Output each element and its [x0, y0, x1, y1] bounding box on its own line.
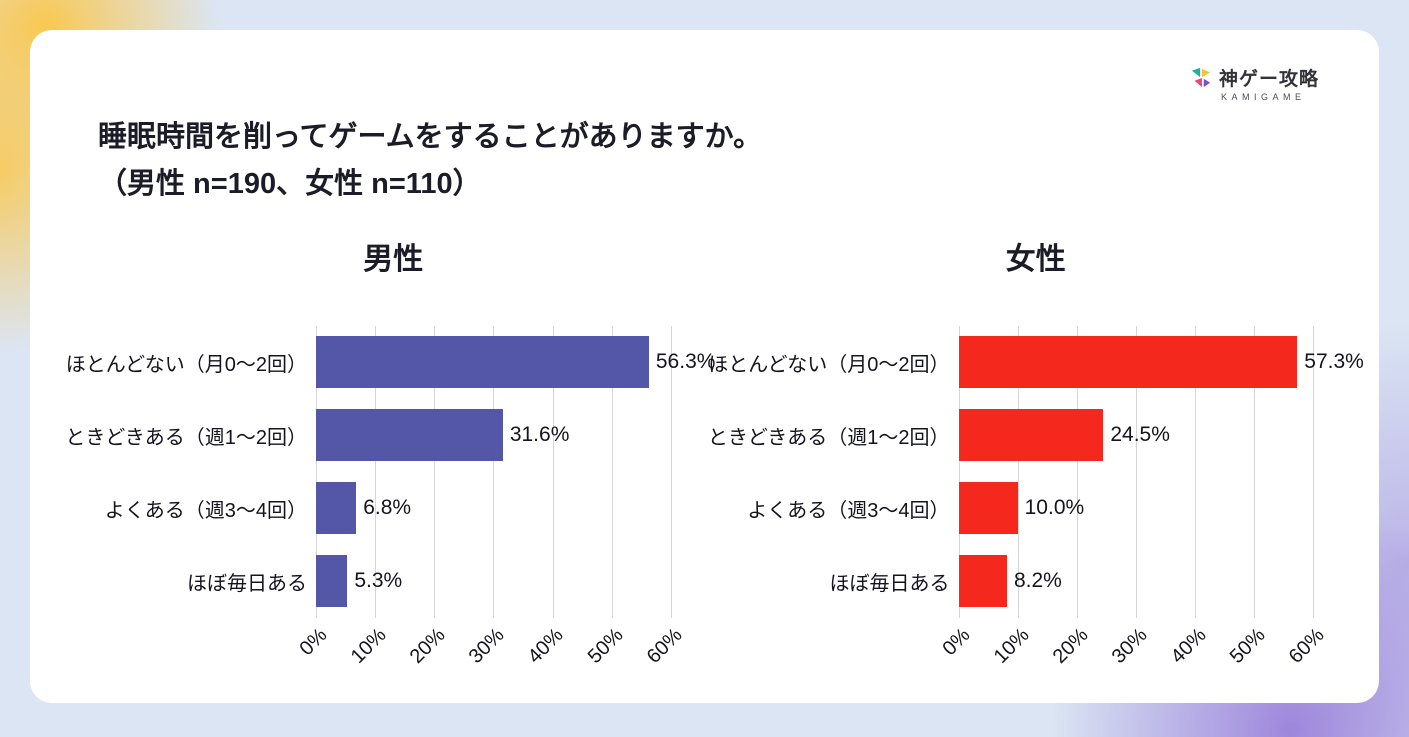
bar-value-label: 57.3%: [1304, 350, 1364, 374]
bar-column-female: 57.3% 24.5% 10.0% 8.2% 0% 10% 20% 30% 40% 50% 60%: [938, 325, 1364, 682]
chart-female: 女性 ほとんどない（月0〜2回） ときどきある（週1〜2回） よくある（週3〜4回）…: [707, 234, 1364, 682]
survey-title-block: 睡眠時間を削ってゲームをすることがありますか。 （男性 n=190、女性 n=1…: [98, 114, 1331, 208]
survey-title-line1: 睡眠時間を削ってゲームをすることがありますか。: [98, 121, 763, 153]
bar: [316, 555, 348, 608]
gridline: [1017, 325, 1019, 618]
bar-row: 5.3%: [316, 545, 689, 618]
bar: [316, 482, 357, 535]
bar-row: 56.3%: [316, 326, 715, 399]
x-axis-ticks-male: 0% 10% 20% 30% 40% 50% 60%: [296, 618, 689, 682]
category-label: よくある（週3〜4回）: [104, 499, 307, 522]
category-label: ほぼ毎日ある: [829, 572, 950, 595]
plot-male: ほとんどない（月0〜2回） ときどきある（週1〜2回） よくある（週3〜4回） ほぼ毎…: [65, 325, 715, 682]
gridline: [434, 325, 436, 618]
gridline: [1195, 325, 1196, 618]
bar: [316, 336, 649, 389]
bar-value-label: 8.2%: [1013, 569, 1062, 593]
x-tick-label: 50%: [583, 623, 628, 668]
kamigame-pinwheel-icon: [1190, 67, 1212, 89]
x-tick-label: 30%: [465, 623, 509, 668]
gridline: [1135, 325, 1137, 618]
gridline: [375, 325, 377, 618]
bar-column-male: 56.3% 31.6% 6.8% 5.3% 0% 10% 20% 30% 40% 50% 60%: [296, 325, 715, 682]
bar-row: 6.8%: [316, 472, 689, 545]
gridline: [316, 325, 317, 618]
x-axis-ticks-female: 0% 10% 20% 30% 40% 50% 60%: [938, 618, 1332, 682]
gridline: [1254, 325, 1256, 618]
logo-text: 神ゲー攻略: [1218, 69, 1319, 90]
charts-row: 男性 ほとんどない（月0〜2回） ときどきある（週1〜2回） よくある（週3〜4回）…: [65, 234, 1364, 682]
bar-value-label: 5.3%: [354, 569, 403, 593]
logo-subtext: KAMIGAME: [1220, 92, 1306, 102]
x-tick-label: 40%: [524, 623, 569, 668]
bar-row: 10.0%: [958, 472, 1332, 545]
gridline: [1076, 325, 1078, 618]
survey-title-line2: （男性 n=190、女性 n=110）: [98, 167, 482, 200]
category-label: ほとんどない（月0〜2回）: [708, 353, 950, 376]
gridline: [1313, 325, 1315, 618]
plot-female: ほとんどない（月0〜2回） ときどきある（週1〜2回） よくある（週3〜4回） ほぼ毎…: [707, 325, 1364, 682]
gridline: [552, 325, 554, 618]
bar-row: 57.3%: [958, 326, 1364, 399]
x-tick-label: 30%: [1107, 623, 1152, 668]
bar: [958, 409, 1104, 462]
gridline: [670, 325, 672, 618]
x-tick-label: 40%: [1166, 623, 1211, 668]
category-label: ほとんどない（月0〜2回）: [65, 353, 307, 376]
x-tick-label: 20%: [405, 623, 450, 668]
gridline: [958, 325, 960, 618]
chart-male: 男性 ほとんどない（月0〜2回） ときどきある（週1〜2回） よくある（週3〜4回）…: [65, 234, 715, 682]
bar-value-label: 24.5%: [1110, 423, 1170, 447]
category-label: ときどきある（週1〜2回）: [707, 426, 950, 449]
x-tick-label: 60%: [642, 623, 687, 668]
chart-title-female: 女性: [1005, 242, 1066, 276]
x-tick-label: 50%: [1225, 623, 1270, 668]
bar-value-label: 56.3%: [655, 350, 716, 374]
x-tick-label: 20%: [1048, 623, 1093, 668]
bar-value-label: 10.0%: [1024, 496, 1085, 520]
bar-row: 8.2%: [958, 545, 1332, 618]
bar-row: 31.6%: [316, 399, 689, 472]
bar-value-label: 6.8%: [363, 496, 412, 520]
x-tick-label: 10%: [989, 623, 1034, 668]
chart-title-male: 男性: [363, 242, 424, 276]
category-label: ときどきある（週1〜2回）: [65, 426, 307, 449]
category-label: ほぼ毎日ある: [187, 572, 307, 595]
plot-area-female: 57.3% 24.5% 10.0% 8.2%: [958, 325, 1364, 618]
infographic-card: 神ゲー攻略 KAMIGAME 睡眠時間を削ってゲームをすることがありますか。 （…: [30, 30, 1379, 703]
bar: [958, 555, 1007, 608]
category-labels-male: ほとんどない（月0〜2回） ときどきある（週1〜2回） よくある（週3〜4回） ほぼ毎…: [65, 326, 316, 682]
kamigame-logo: 神ゲー攻略 KAMIGAME: [1190, 64, 1319, 102]
category-labels-female: ほとんどない（月0〜2回） ときどきある（週1〜2回） よくある（週3〜4回） ほぼ毎…: [707, 326, 959, 682]
x-tick-label: 60%: [1284, 623, 1329, 668]
bar: [958, 336, 1298, 389]
logo-row: 神ゲー攻略: [1190, 64, 1319, 91]
plot-area-male: 56.3% 31.6% 6.8% 5.3%: [316, 325, 715, 618]
bar-value-label: 31.6%: [509, 423, 570, 447]
gridline: [611, 325, 613, 618]
x-tick-label: 10%: [346, 623, 391, 668]
bar: [958, 482, 1018, 535]
category-label: よくある（週3〜4回）: [747, 499, 950, 522]
gridline: [493, 325, 495, 618]
bar-row: 24.5%: [958, 399, 1332, 472]
bar: [316, 409, 503, 462]
